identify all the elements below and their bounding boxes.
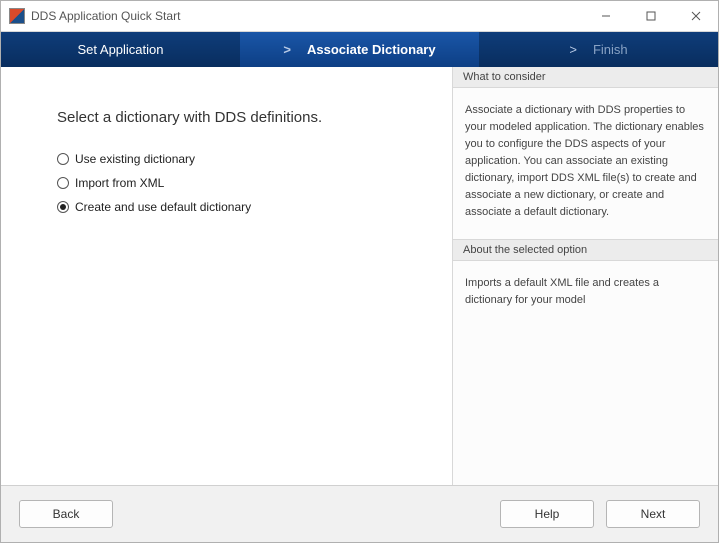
app-icon <box>9 8 25 24</box>
options-pane: Select a dictionary with DDS definitions… <box>1 67 452 485</box>
next-button[interactable]: Next <box>606 500 700 528</box>
back-button[interactable]: Back <box>19 500 113 528</box>
radio-label: Import from XML <box>75 176 164 190</box>
breadcrumb-label: Associate Dictionary <box>307 42 436 57</box>
radio-import-xml[interactable]: Import from XML <box>57 176 452 190</box>
button-bar: Back Help Next <box>1 485 718 542</box>
breadcrumb-step-finish: > Finish <box>479 32 718 67</box>
radio-icon <box>57 201 69 213</box>
breadcrumb-label: Set Application <box>77 42 163 57</box>
maximize-button[interactable] <box>628 1 673 31</box>
main-content: Select a dictionary with DDS definitions… <box>1 67 718 485</box>
breadcrumb-step-associate-dictionary[interactable]: > Associate Dictionary <box>240 32 479 67</box>
radio-label: Use existing dictionary <box>75 152 195 166</box>
radio-use-existing[interactable]: Use existing dictionary <box>57 152 452 166</box>
button-label: Next <box>641 507 666 521</box>
dictionary-options: Use existing dictionary Import from XML … <box>57 152 452 214</box>
what-to-consider-body: Associate a dictionary with DDS properti… <box>453 88 718 239</box>
info-pane: What to consider Associate a dictionary … <box>452 67 718 485</box>
what-to-consider-header: What to consider <box>453 67 718 88</box>
title-bar: DDS Application Quick Start <box>1 1 718 32</box>
about-selected-header: About the selected option <box>453 239 718 261</box>
chevron-right-icon: > <box>569 42 577 57</box>
close-button[interactable] <box>673 1 718 31</box>
breadcrumb-label: Finish <box>593 42 628 57</box>
button-label: Back <box>53 507 80 521</box>
radio-label: Create and use default dictionary <box>75 200 251 214</box>
chevron-right-icon: > <box>283 42 291 57</box>
window-controls <box>583 1 718 31</box>
wizard-breadcrumb: Set Application > Associate Dictionary >… <box>1 32 718 67</box>
button-label: Help <box>535 507 560 521</box>
minimize-button[interactable] <box>583 1 628 31</box>
help-button[interactable]: Help <box>500 500 594 528</box>
prompt-text: Select a dictionary with DDS definitions… <box>57 109 452 126</box>
radio-icon <box>57 153 69 165</box>
window-title: DDS Application Quick Start <box>31 9 583 23</box>
radio-icon <box>57 177 69 189</box>
radio-create-default[interactable]: Create and use default dictionary <box>57 200 452 214</box>
about-selected-body: Imports a default XML file and creates a… <box>453 261 718 485</box>
breadcrumb-step-set-application[interactable]: Set Application <box>1 32 240 67</box>
